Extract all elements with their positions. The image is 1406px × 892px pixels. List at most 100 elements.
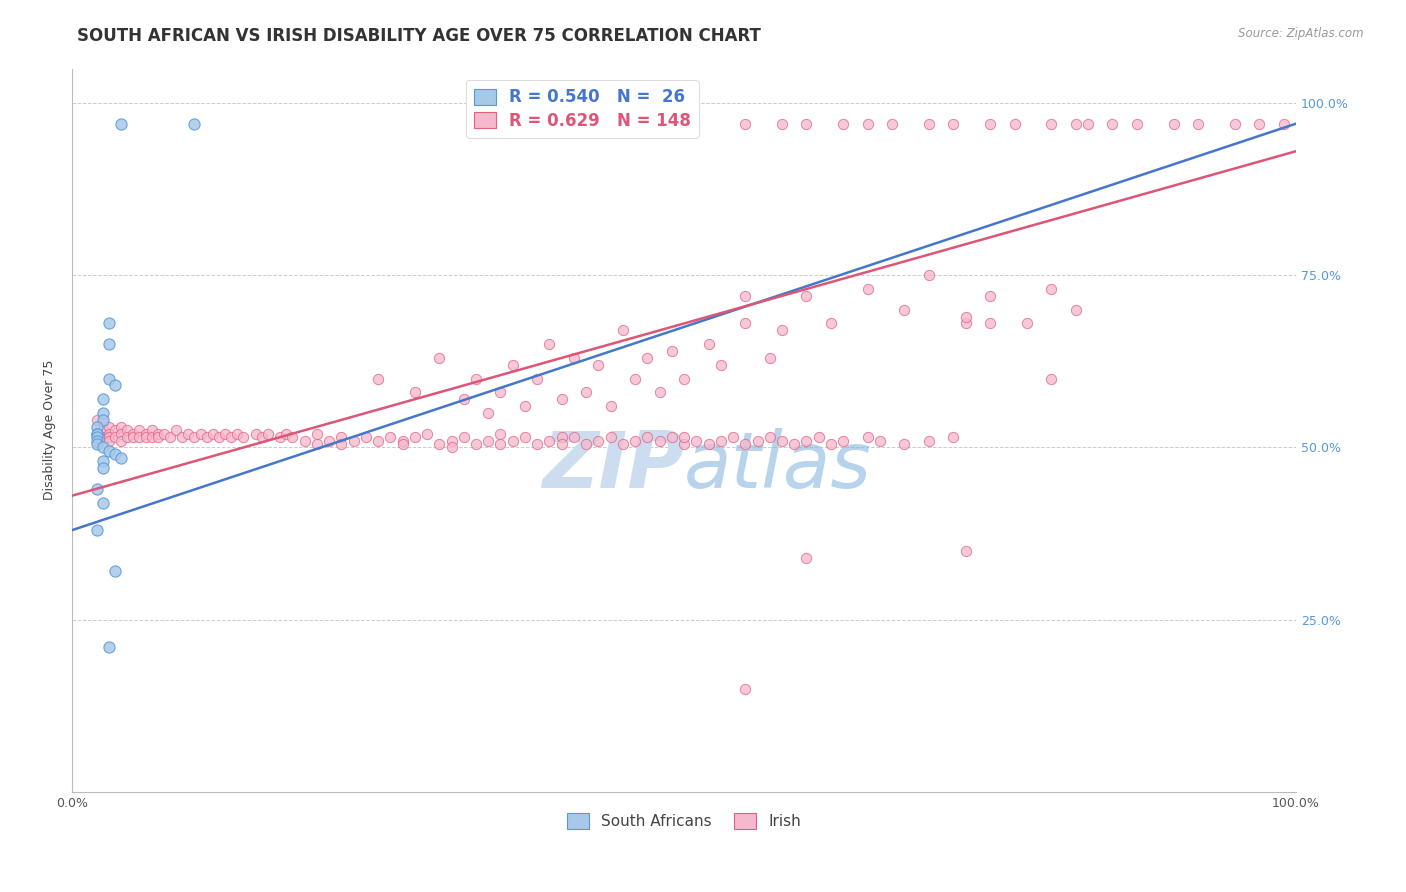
Point	[104, 430, 127, 444]
Point	[343, 434, 366, 448]
Point	[141, 423, 163, 437]
Point	[257, 426, 280, 441]
Point	[588, 434, 610, 448]
Point	[91, 441, 114, 455]
Point	[86, 426, 108, 441]
Point	[599, 430, 621, 444]
Point	[489, 385, 512, 400]
Point	[440, 441, 463, 455]
Point	[636, 351, 658, 365]
Point	[190, 426, 212, 441]
Point	[104, 565, 127, 579]
Point	[91, 423, 114, 437]
Point	[807, 430, 830, 444]
Point	[1272, 117, 1295, 131]
Point	[354, 430, 377, 444]
Point	[1126, 117, 1149, 131]
Point	[489, 437, 512, 451]
Point	[86, 426, 108, 441]
Text: SOUTH AFRICAN VS IRISH DISABILITY AGE OVER 75 CORRELATION CHART: SOUTH AFRICAN VS IRISH DISABILITY AGE OV…	[77, 27, 761, 45]
Point	[97, 317, 120, 331]
Point	[734, 681, 756, 696]
Point	[538, 337, 561, 351]
Point	[513, 399, 536, 413]
Point	[612, 437, 634, 451]
Point	[832, 434, 855, 448]
Point	[599, 399, 621, 413]
Point	[783, 437, 806, 451]
Point	[153, 426, 176, 441]
Point	[97, 434, 120, 448]
Point	[86, 523, 108, 537]
Point	[832, 117, 855, 131]
Point	[1187, 117, 1209, 131]
Point	[208, 430, 231, 444]
Point	[391, 437, 413, 451]
Point	[502, 358, 524, 372]
Point	[294, 434, 316, 448]
Point	[955, 544, 977, 558]
Y-axis label: Disability Age Over 75: Disability Age Over 75	[44, 360, 56, 500]
Point	[893, 437, 915, 451]
Point	[734, 437, 756, 451]
Point	[1064, 302, 1087, 317]
Point	[91, 406, 114, 420]
Point	[86, 434, 108, 448]
Point	[1040, 282, 1063, 296]
Point	[91, 461, 114, 475]
Point	[91, 495, 114, 509]
Point	[955, 310, 977, 324]
Point	[110, 434, 132, 448]
Point	[281, 430, 304, 444]
Point	[796, 117, 818, 131]
Point	[141, 430, 163, 444]
Point	[869, 434, 891, 448]
Point	[1004, 117, 1026, 131]
Point	[550, 392, 572, 407]
Point	[820, 317, 842, 331]
Point	[465, 437, 488, 451]
Point	[673, 371, 696, 385]
Point	[796, 434, 818, 448]
Point	[734, 117, 756, 131]
Point	[1015, 317, 1038, 331]
Point	[276, 426, 298, 441]
Point	[104, 447, 127, 461]
Point	[226, 426, 249, 441]
Point	[427, 437, 450, 451]
Point	[770, 323, 793, 337]
Point	[758, 351, 780, 365]
Point	[526, 371, 548, 385]
Text: atlas: atlas	[685, 428, 872, 504]
Point	[550, 430, 572, 444]
Point	[159, 430, 181, 444]
Point	[1249, 117, 1271, 131]
Point	[367, 371, 389, 385]
Point	[97, 419, 120, 434]
Point	[796, 550, 818, 565]
Point	[269, 430, 291, 444]
Point	[856, 282, 879, 296]
Point	[97, 426, 120, 441]
Point	[1163, 117, 1185, 131]
Point	[128, 423, 150, 437]
Point	[624, 434, 647, 448]
Point	[575, 437, 598, 451]
Point	[758, 430, 780, 444]
Point	[1077, 117, 1099, 131]
Point	[697, 337, 720, 351]
Point	[685, 434, 707, 448]
Point	[918, 117, 941, 131]
Point	[146, 430, 169, 444]
Point	[636, 430, 658, 444]
Point	[673, 437, 696, 451]
Point	[115, 423, 138, 437]
Point	[330, 437, 353, 451]
Point	[673, 430, 696, 444]
Point	[104, 378, 127, 392]
Point	[502, 434, 524, 448]
Point	[86, 426, 108, 441]
Point	[330, 430, 353, 444]
Point	[115, 430, 138, 444]
Point	[477, 406, 499, 420]
